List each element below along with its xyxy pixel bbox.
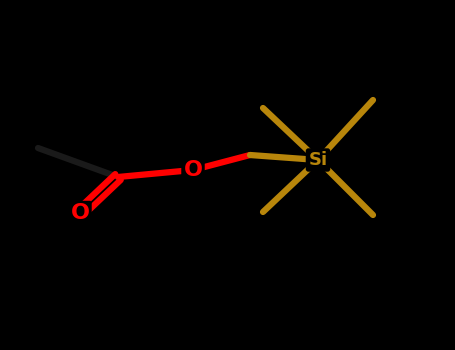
Text: Si: Si [308,151,328,169]
Text: O: O [183,160,202,180]
Text: O: O [71,203,90,223]
